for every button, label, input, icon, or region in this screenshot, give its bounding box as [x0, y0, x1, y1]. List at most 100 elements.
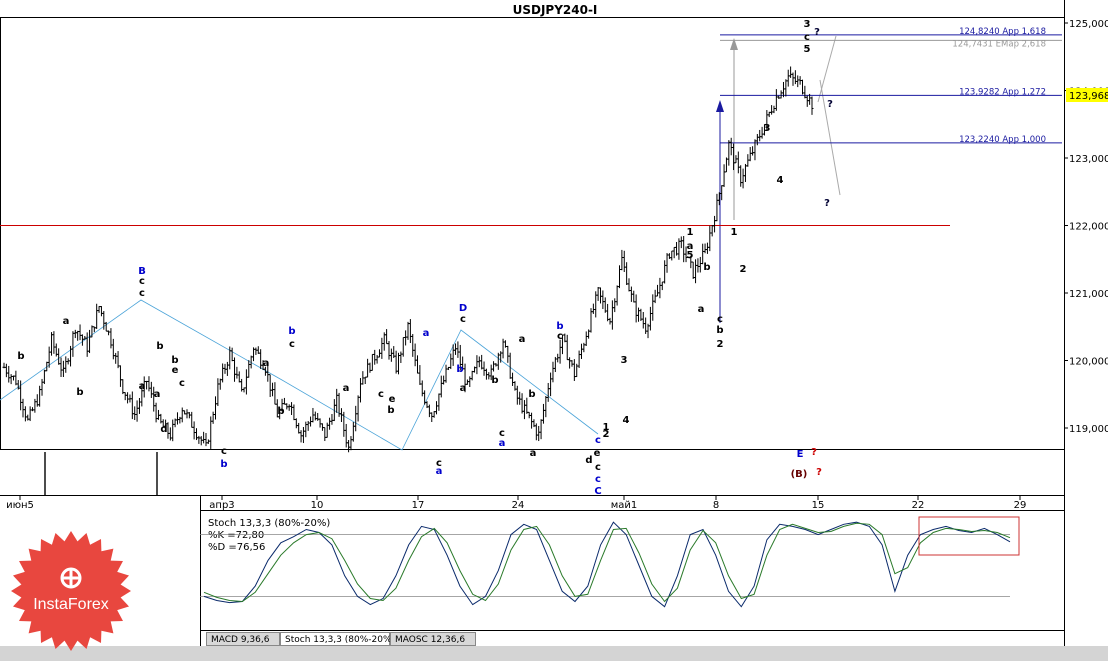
wave-label: ? — [827, 99, 833, 110]
wave-label: 5 — [804, 44, 811, 55]
wave-label: b — [17, 351, 24, 362]
status-bar — [0, 646, 1108, 661]
wave-label: c — [179, 378, 185, 389]
wave-label: b — [491, 375, 498, 386]
wave-label: d — [585, 455, 592, 466]
x-tick-label: апр3 — [209, 500, 234, 511]
wave-label: c — [804, 32, 810, 43]
wave-label: a — [263, 358, 270, 369]
wave-label: c — [221, 446, 227, 457]
wave-label: a — [423, 328, 430, 339]
wave-label: a — [139, 381, 146, 392]
tab-stoch[interactable]: Stoch 13,3,3 (80%-20%) — [280, 632, 395, 646]
x-tick-label: 24 — [512, 500, 525, 511]
stoch-lines — [200, 521, 1011, 608]
x-tick-label: 15 — [812, 500, 825, 511]
wave-label: c — [460, 314, 466, 325]
wave-label: 4 — [777, 175, 784, 186]
wave-label: c — [499, 428, 505, 439]
wave-label: b — [528, 389, 535, 400]
logo-wordmark: InstaForex — [33, 596, 109, 613]
wave-label: a — [436, 466, 443, 477]
candles — [2, 66, 814, 453]
chart-title: USDJPY240-I — [513, 3, 598, 17]
y-tick-label: 125,000 — [1069, 19, 1108, 30]
main-plot-frame — [0, 17, 1065, 450]
wave-label: 1 — [687, 227, 694, 238]
y-tick-label: 120,000 — [1069, 357, 1108, 368]
wave-label: ? — [824, 198, 830, 209]
wave-label: e — [172, 365, 179, 376]
wave-label: 2 — [717, 339, 724, 350]
time-axis: июн5 апр3 10 17 24 май1 8 15 22 29 — [6, 495, 1026, 511]
wave-label: c — [595, 435, 601, 446]
tab-macd[interactable]: MACD 9,36,6 — [206, 632, 280, 646]
x-tick-label: 8 — [713, 500, 719, 511]
wave-label: a — [343, 383, 350, 394]
wave-label: c — [717, 314, 723, 325]
wave-label: a — [499, 438, 506, 449]
forecast-line — [819, 79, 841, 196]
wave-label: a — [698, 304, 705, 315]
wave-label: c — [557, 331, 563, 342]
wave-label: E — [797, 449, 804, 460]
y-tick-label: 122,000 — [1069, 222, 1108, 233]
wave-label: a — [530, 448, 537, 459]
x-tick-label: июн5 — [6, 500, 34, 511]
tab-maosc[interactable]: MAOSC 12,36,6 — [390, 632, 476, 646]
wave-label: c — [436, 458, 442, 469]
wave-label: b — [76, 387, 83, 398]
wave-label: C — [594, 486, 601, 497]
wave-label: 3 — [621, 355, 628, 366]
wave-label: 5 — [687, 250, 694, 261]
y-tick-label: 123,000 — [1069, 154, 1108, 165]
level-label: 123,2240 App 1,000 — [959, 135, 1046, 145]
wave-label: c — [378, 389, 384, 400]
wave-label: 4 — [623, 415, 630, 426]
instaforex-logo — [11, 531, 131, 651]
x-tick-label: 10 — [311, 500, 324, 511]
price-axis: 125,000124,000123,000122,000121,000120,0… — [1064, 19, 1108, 435]
wave-label: 3 — [804, 19, 811, 30]
wave-label: B — [138, 266, 146, 277]
wave-label: D — [459, 303, 467, 314]
projection-arrowhead — [716, 100, 724, 112]
level-label: 123,9282 App 1,272 — [959, 87, 1046, 97]
y-tick-label: 121,000 — [1069, 289, 1108, 300]
y-tick-label: 119,000 — [1069, 424, 1108, 435]
stoch-series-K — [203, 521, 1011, 608]
wave-label: c — [139, 276, 145, 287]
current-price-label: 123,968 — [1069, 91, 1108, 102]
highlight-box — [918, 516, 1020, 556]
wave-label: c — [139, 288, 145, 299]
wave-label: b — [387, 405, 394, 416]
stoch-series-D — [203, 522, 1011, 603]
wave-label: d — [160, 424, 167, 435]
wave-label: 1 — [731, 227, 738, 238]
wave-label: e — [389, 394, 396, 405]
wave-label: a — [63, 316, 70, 327]
wave-label: a — [687, 241, 694, 252]
wave-label: 3 — [764, 123, 771, 134]
wave-label: ? — [811, 447, 817, 458]
wave-label: c — [289, 339, 295, 350]
price-levels: 124,8240 App 1,618 124,7431 EMap 2,618 123… — [0, 27, 1062, 226]
wave-label: ? — [814, 27, 820, 38]
level-label: 124,8240 App 1,618 — [959, 27, 1046, 37]
wave-label: b — [716, 325, 723, 336]
x-tick-label: 22 — [912, 500, 925, 511]
x-tick-label: 17 — [412, 500, 425, 511]
current-price-box — [1066, 88, 1108, 102]
forecast-line — [817, 35, 837, 103]
wave-label: c — [595, 474, 601, 485]
wave-label: b — [171, 355, 178, 366]
x-tick-label: 29 — [1014, 500, 1027, 511]
level-label: 124,7431 EMap 2,618 — [952, 39, 1046, 49]
wave-label: b — [703, 262, 710, 273]
wave-label: (B) — [791, 469, 808, 480]
stoch-d-label: %D =76,56 — [208, 542, 265, 553]
wave-label: 2 — [603, 429, 610, 440]
wave-label: e — [594, 448, 601, 459]
wave-label: b — [220, 459, 227, 470]
